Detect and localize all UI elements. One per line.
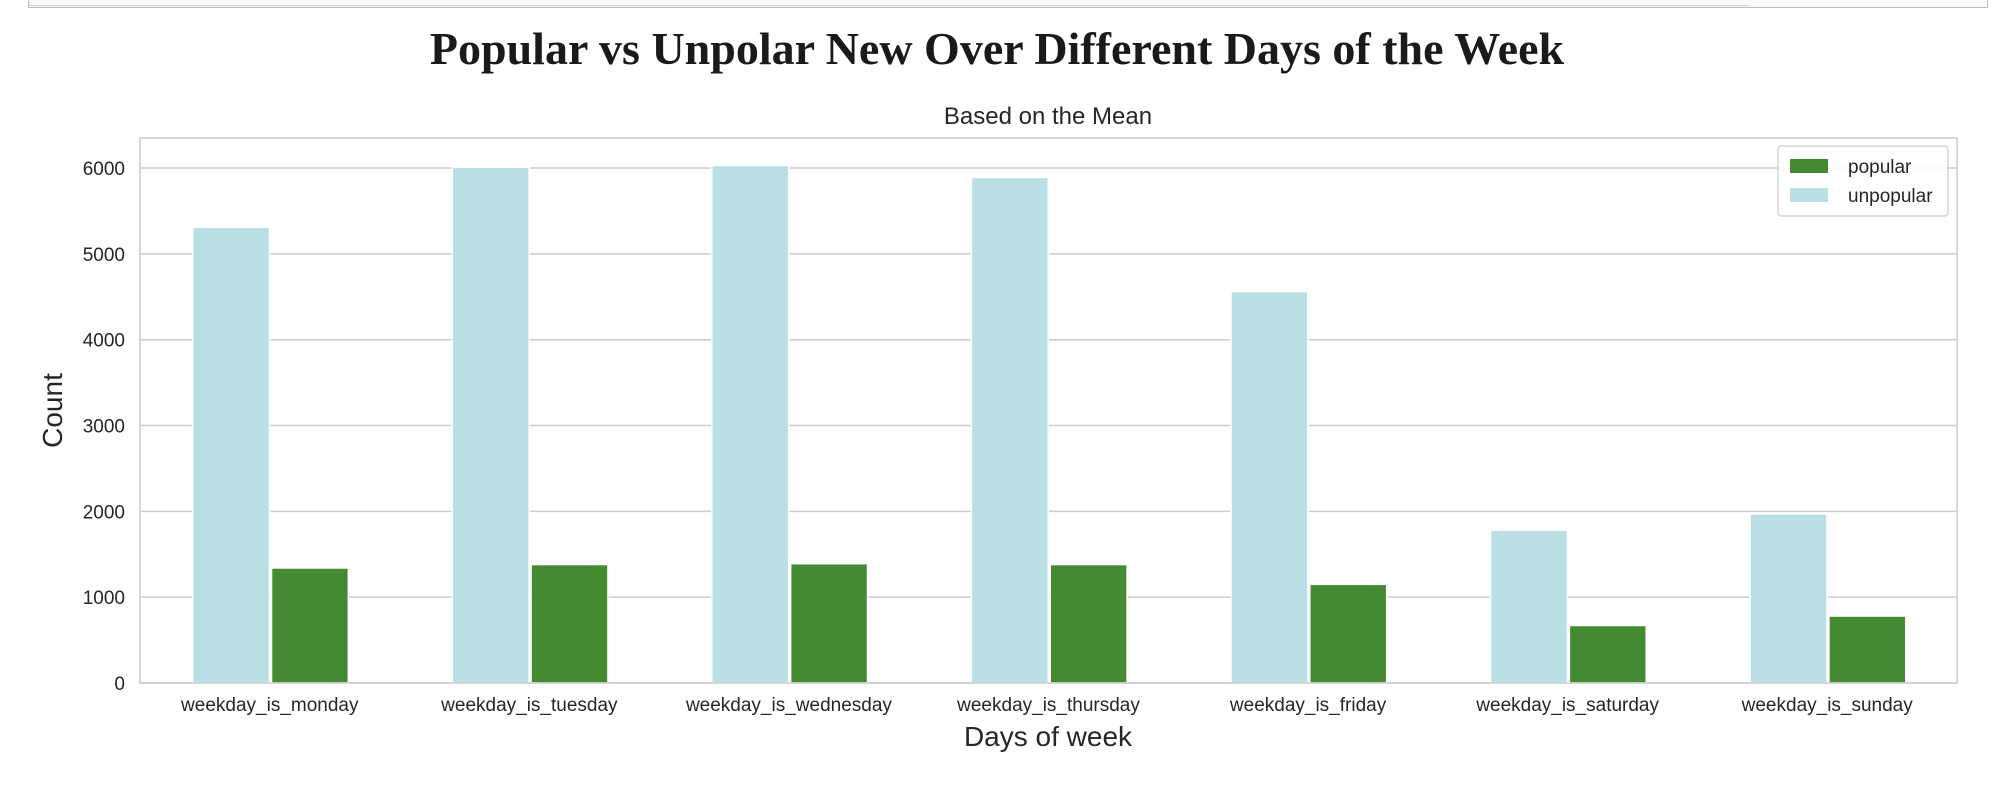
x-axis-label: Days of week [964,721,1133,752]
y-tick-label: 0 [114,674,125,695]
bar-unpopular [1230,290,1309,684]
x-tick-label: weekday_is_friday [1229,695,1387,716]
bar-unpopular [451,166,530,684]
legend-label-popular: popular [1848,157,1912,178]
bar-popular [1828,615,1907,684]
y-tick-label: 4000 [83,331,125,352]
bar-popular [270,567,350,684]
y-tick-label: 2000 [83,502,125,523]
plot-frame [139,137,1958,684]
figure-title: Popular vs Unpolar New Over Different Da… [430,23,1565,74]
bar-unpopular [1489,529,1569,684]
x-axis-ticks: weekday_is_monday weekday_is_tuesday weekd… [180,695,1913,716]
legend-swatch-unpopular [1790,188,1828,202]
legend-swatch-popular [1790,159,1828,173]
cell-divider [29,0,1749,6]
bar-unpopular [711,164,790,684]
bar-popular [530,563,609,684]
x-tick-label: weekday_is_wednesday [685,695,892,716]
x-tick-label: weekday_is_sunday [1741,695,1914,716]
bar-unpopular [191,226,271,684]
legend: popular unpopular [1777,145,1949,217]
chart-subtitle: Based on the Mean [944,103,1152,130]
bar-popular [789,562,869,684]
bar-popular [1049,563,1128,684]
x-tick-label: weekday_is_monday [180,695,359,716]
bar-popular [1309,583,1388,684]
y-tick-label: 3000 [83,417,125,438]
notebook-cell-border [28,0,1988,8]
y-tick-label: 1000 [83,588,125,609]
x-tick-label: weekday_is_saturday [1475,695,1659,716]
x-tick-label: weekday_is_thursday [956,695,1140,716]
x-tick-label: weekday_is_tuesday [440,695,618,716]
bar-unpopular [1749,513,1828,684]
bar-popular [1568,624,1647,684]
legend-label-unpopular: unpopular [1848,186,1933,207]
y-axis-label: Count [37,373,68,448]
y-axis-ticks: 0 1000 2000 3000 4000 5000 6000 [83,159,125,695]
y-tick-label: 5000 [83,245,125,266]
y-tick-label: 6000 [83,159,125,180]
bars [191,164,1907,684]
bar-unpopular [970,176,1049,684]
